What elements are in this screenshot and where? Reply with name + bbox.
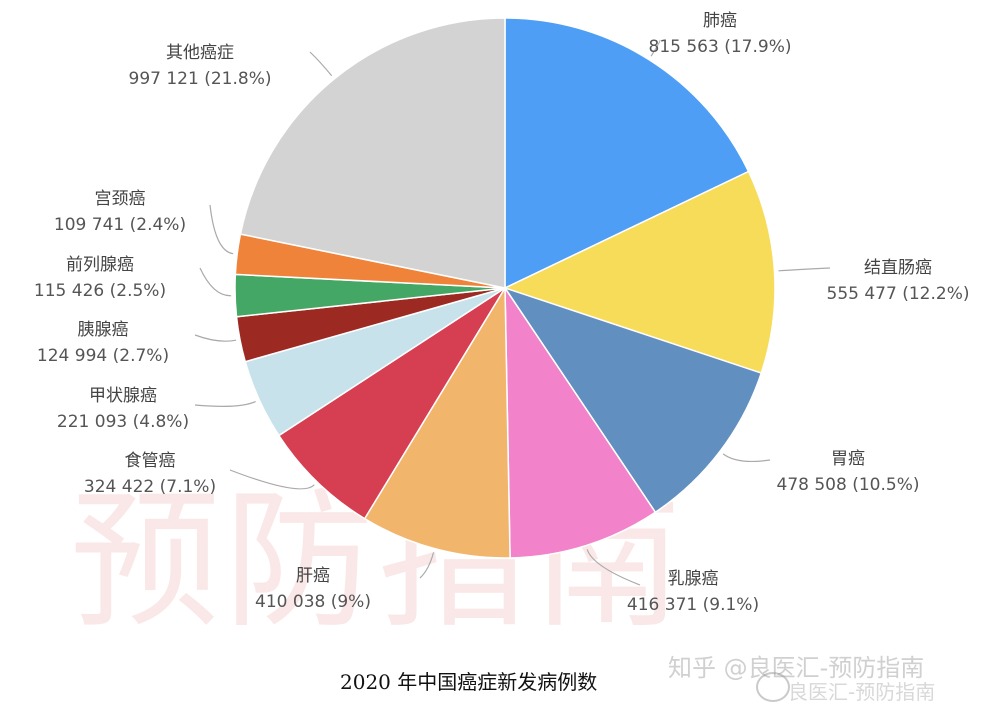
leader-line-8	[199, 267, 232, 297]
slice-value: 416 371 (9.1%)	[626, 595, 760, 615]
slice-name: 肺癌	[702, 11, 737, 31]
pie-slice-4	[363, 285, 511, 559]
chart-caption: 2020 年中国癌症新发病例数	[340, 670, 598, 694]
slice-name: 结直肠癌	[863, 258, 932, 278]
slice-value: 109 741 (2.4%)	[53, 215, 187, 235]
pie-slice-1	[502, 170, 776, 374]
slice-value: 115 426 (2.5%)	[33, 281, 167, 301]
pie-slice-10	[239, 17, 506, 289]
slice-value: 997 121 (21.8%)	[128, 69, 272, 89]
slice-label: 胃癌 478 508 (10.5%)	[777, 446, 920, 498]
pie-slice-2	[503, 286, 763, 514]
slice-label: 结直肠癌 555 477 (12.2%)	[827, 255, 970, 307]
pie-slice-0	[504, 17, 750, 290]
leader-line-4	[419, 552, 435, 579]
slice-value: 124 994 (2.7%)	[36, 346, 170, 366]
zhihu-watermark: 知乎 @良医汇-预防指南	[668, 654, 925, 682]
slice-name: 甲状腺癌	[88, 386, 157, 406]
leader-line-5	[229, 469, 315, 490]
slice-value: 410 038 (9%)	[255, 592, 371, 612]
slice-label: 肺癌 815 563 (17.9%)	[649, 8, 792, 60]
slice-name: 胰腺癌	[77, 320, 129, 340]
slice-value: 221 093 (4.8%)	[56, 412, 190, 432]
pie-chart	[194, 17, 831, 586]
weibo-watermark: 良医汇-预防指南	[788, 680, 936, 704]
slice-label: 前列腺癌 115 426 (2.5%)	[34, 252, 166, 304]
pie-slice-3	[504, 285, 657, 559]
slice-label: 甲状腺癌 221 093 (4.8%)	[57, 383, 189, 435]
leader-line-0	[650, 39, 661, 57]
leader-line-3	[586, 549, 641, 586]
slice-label: 食管癌 324 422 (7.1%)	[84, 448, 216, 500]
pie-slice-5	[277, 287, 506, 520]
leader-line-1	[778, 267, 831, 272]
slice-name: 乳腺癌	[667, 569, 719, 589]
slice-name: 前列腺癌	[65, 255, 134, 275]
weibo-icon	[756, 672, 790, 702]
leader-line-10	[309, 51, 333, 77]
leader-line-7	[194, 334, 237, 342]
leader-line-9	[209, 204, 234, 255]
slice-name: 食管癌	[124, 451, 176, 471]
slice-value: 555 477 (12.2%)	[826, 284, 970, 304]
slice-label: 宫颈癌 109 741 (2.4%)	[54, 186, 186, 238]
slice-value: 478 508 (10.5%)	[776, 475, 920, 495]
slice-label: 乳腺癌 416 371 (9.1%)	[627, 566, 759, 618]
slice-label: 肝癌 410 038 (9%)	[255, 563, 371, 615]
slice-name: 肝癌	[296, 566, 330, 586]
slice-name: 其他癌症	[165, 43, 234, 63]
slice-label: 其他癌症 997 121 (21.8%)	[129, 40, 272, 92]
leader-line-6	[194, 400, 256, 407]
slice-value: 324 422 (7.1%)	[83, 477, 217, 497]
slice-label: 胰腺癌 124 994 (2.7%)	[37, 317, 169, 369]
slice-name: 宫颈癌	[94, 189, 146, 209]
slice-value: 815 563 (17.9%)	[648, 37, 792, 57]
leader-line-2	[722, 453, 771, 463]
slice-name: 胃癌	[830, 449, 865, 469]
